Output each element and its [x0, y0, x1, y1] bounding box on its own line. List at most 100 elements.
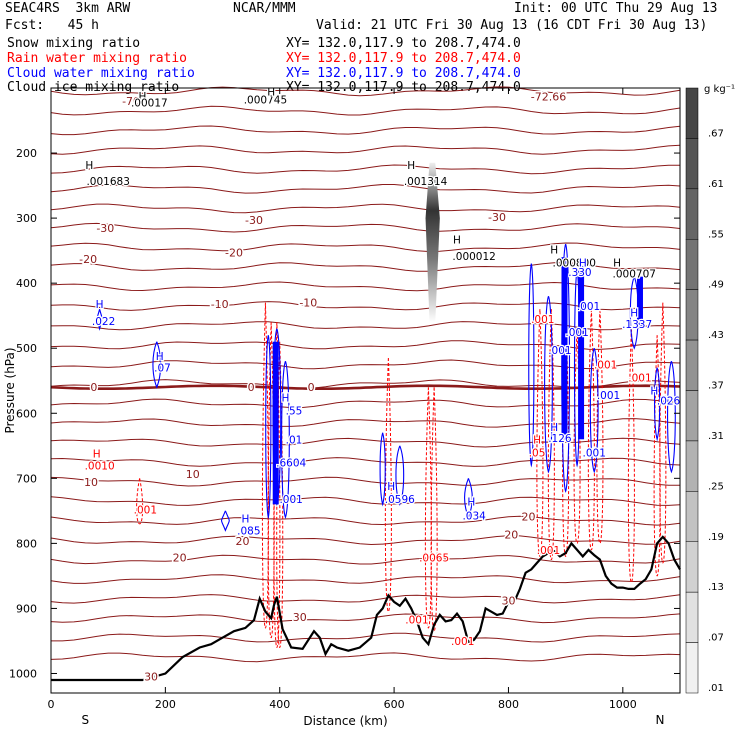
contour-annotation: .0065: [419, 553, 449, 565]
x-axis-label: Distance (km): [303, 714, 387, 728]
cloud-water-contour: [589, 348, 599, 474]
contour-annotation: H: [579, 257, 587, 269]
contour-annotation: .000745: [244, 95, 287, 107]
terrain-line: [51, 535, 681, 682]
contour-annotation: H: [281, 393, 289, 405]
isotherm-label: -30: [488, 211, 506, 224]
contour-annotation: .6604: [276, 458, 306, 470]
cloud-water-contour: [379, 432, 386, 507]
isotherm-line: [50, 184, 681, 194]
contour-annotation: .001: [594, 359, 617, 371]
contour-annotation: H: [613, 257, 621, 269]
contour-annotation: .026: [657, 395, 681, 407]
contour-annotation: H: [387, 481, 395, 493]
contour-annotation: .001683: [86, 176, 129, 188]
isotherm-line: [50, 203, 681, 214]
isotherm-label: 20: [236, 535, 250, 548]
y-tick-label: 300: [16, 212, 37, 225]
snow-plume: [425, 162, 440, 323]
colorbar-segment: [685, 440, 699, 492]
y-tick-label: 700: [16, 472, 37, 485]
y-axis-label: Pressure (hPa): [3, 347, 17, 433]
x-tick-label: 400: [269, 698, 290, 711]
isotherm-label: -10: [299, 297, 317, 310]
colorbar-segment: [685, 188, 699, 240]
isotherm-label: 20: [173, 552, 187, 565]
isotherm-line: [50, 242, 681, 253]
contour-annotation: .0010: [85, 460, 115, 472]
isotherm-line: [50, 515, 681, 526]
cloud-water-contour: [654, 367, 661, 442]
colorbar-segment: [685, 138, 699, 190]
rain-contour: [659, 302, 667, 564]
cloud-water-contour: [464, 478, 473, 519]
y-tick-label: 200: [16, 147, 37, 160]
contour-annotation: .001: [451, 636, 474, 648]
isotherm-label: -30: [96, 222, 114, 235]
isotherm-line: [50, 125, 681, 136]
legend-cloud-water-xy: XY= 132.0,117.9 to 208.7,474.0: [286, 66, 521, 81]
contour-annotation: .001: [597, 390, 620, 402]
isotherm-label: 10: [186, 468, 200, 481]
colorbar-segment: [685, 339, 699, 391]
contour-annotation: .034: [462, 510, 486, 522]
cloud-water-core: [636, 276, 643, 329]
colorbar-segment: [685, 541, 699, 593]
rain-contour: [261, 302, 269, 629]
contour-annotation: .55: [286, 406, 303, 418]
colorbar-unit: g kg⁻¹: [704, 84, 735, 95]
isotherm-label: -20: [79, 253, 97, 266]
contour-annotation: .022: [92, 316, 115, 328]
contour-annotation: H: [550, 422, 558, 434]
contour-annotation: H: [267, 86, 275, 98]
contour-annotation: .00017: [131, 97, 168, 109]
isotherm-line: [50, 535, 681, 546]
cloud-water-contour: [265, 335, 272, 520]
contour-annotation: H: [630, 307, 638, 319]
contour-annotation: .001: [279, 494, 302, 506]
contour-annotation: .01: [286, 434, 303, 446]
colorbar-tick-label: .37: [708, 381, 724, 392]
contour-annotation: .330: [568, 267, 591, 279]
isotherm-label: 0: [308, 381, 315, 394]
colorbar-tick-label: .19: [708, 532, 724, 543]
isotherm-label: 0: [248, 381, 255, 394]
contour-annotation: .001: [134, 505, 157, 517]
isotherm-line: [50, 281, 681, 292]
rain-contour: [587, 309, 595, 551]
colorbar-tick-label: .43: [708, 330, 724, 341]
contour-annotation: .07: [154, 363, 171, 375]
contour-annotation: H: [93, 449, 101, 461]
contour-annotation: .001: [531, 314, 554, 326]
rain-contour: [596, 309, 604, 544]
cloud-water-core: [561, 257, 568, 440]
isotherm-line: [50, 222, 681, 233]
x-tick-label: 800: [498, 698, 519, 711]
isotherm-line: [50, 476, 680, 487]
contour-annotation: H: [96, 299, 104, 311]
isotherm-label: -10: [211, 298, 229, 311]
contour-annotation: .085: [237, 525, 260, 537]
legend-rain-xy: XY= 132.0,117.9 to 208.7,474.0: [286, 51, 521, 66]
isotherm-label: -20: [225, 247, 243, 260]
y-tick-label: 600: [16, 407, 37, 420]
contour-annotation: H: [533, 434, 541, 446]
valid-time: Valid: 21 UTC Fri 30 Aug 13 (16 CDT Fri …: [316, 18, 708, 33]
cloud-water-contour: [528, 263, 535, 468]
rain-contour: [627, 328, 635, 583]
cloud-water-core: [272, 341, 279, 505]
contour-annotation: .1337: [622, 319, 652, 331]
contour-annotation: H: [453, 235, 461, 247]
forecast-hour: Fcst: 45 h: [5, 18, 99, 33]
contour-annotation: .0596: [385, 494, 415, 506]
x-tick-label: 200: [155, 698, 176, 711]
colorbar-tick-label: .55: [708, 229, 724, 240]
contour-annotation: .001: [537, 545, 560, 557]
colorbar-tick-label: .31: [708, 431, 724, 442]
legend-rain: Rain water mixing ratio: [7, 51, 188, 66]
model-title: SEAC4RS 3km ARW: [5, 1, 131, 16]
colorbar-segment: [685, 87, 699, 139]
contour-annotation: .126: [548, 433, 572, 445]
contour-annotation: .001: [405, 614, 428, 626]
